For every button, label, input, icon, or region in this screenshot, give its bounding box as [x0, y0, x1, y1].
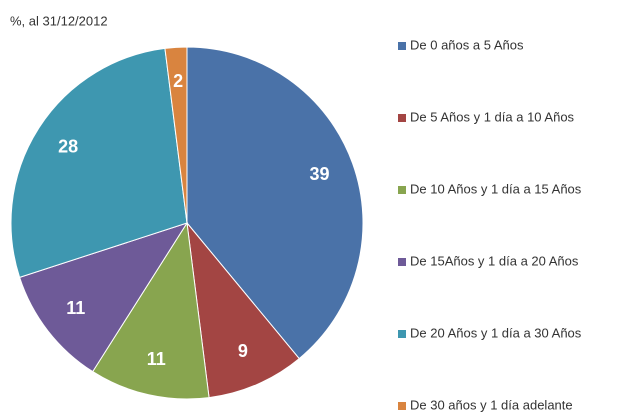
- legend-swatch: [398, 114, 406, 122]
- legend-swatch: [398, 42, 406, 50]
- pie-slice: [186, 46, 364, 360]
- legend-swatch: [398, 258, 406, 266]
- legend-label: De 10 Años y 1 día a 15 Años: [410, 181, 582, 196]
- pie-slice: [92, 221, 210, 400]
- legend-swatch: [398, 186, 406, 194]
- pie-slice: [164, 46, 188, 224]
- data-label: 39: [309, 164, 329, 184]
- legend-label: De 15Años y 1 día a 20 Años: [410, 253, 579, 268]
- data-label: 2: [173, 71, 183, 91]
- data-label: 9: [238, 341, 248, 361]
- data-label: 11: [147, 349, 166, 369]
- pie-slice: [18, 222, 189, 373]
- legend-label: De 30 años y 1 día adelante: [410, 397, 573, 412]
- legend-label: De 5 Años y 1 día a 10 Años: [410, 109, 575, 124]
- data-label: 11: [66, 298, 85, 318]
- legend-label: De 20 Años y 1 día a 30 Años: [410, 325, 582, 340]
- legend-swatch: [398, 402, 406, 410]
- pie-slice: [186, 221, 300, 399]
- pie-slice: [10, 47, 188, 279]
- legend-label: De 0 años a 5 Años: [410, 37, 524, 52]
- data-label: 28: [58, 136, 78, 156]
- chart-title: %, al 31/12/2012: [10, 13, 108, 28]
- legend-swatch: [398, 330, 406, 338]
